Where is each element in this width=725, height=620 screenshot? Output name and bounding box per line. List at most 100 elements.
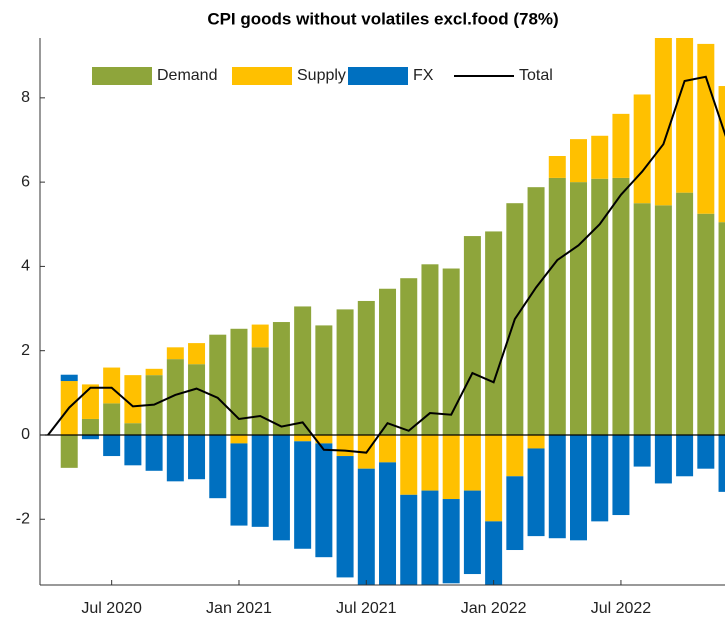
bar <box>209 334 227 435</box>
bar <box>718 222 725 435</box>
bar <box>718 86 725 223</box>
bar <box>188 343 206 365</box>
bar <box>272 322 290 435</box>
total-line <box>47 75 725 454</box>
bar <box>676 38 694 193</box>
bar <box>463 236 481 435</box>
bar <box>336 434 354 457</box>
bar <box>315 325 333 435</box>
bar <box>633 94 651 204</box>
bar <box>81 434 99 440</box>
bar <box>315 434 333 444</box>
bar <box>400 278 418 435</box>
bar <box>654 38 672 206</box>
bar <box>124 375 142 424</box>
bar <box>485 231 503 435</box>
x-tick-label: Jul 2022 <box>591 600 652 617</box>
legend-swatch <box>348 67 408 85</box>
bar <box>591 135 609 179</box>
bar <box>421 264 439 435</box>
bar <box>527 448 545 537</box>
bar <box>676 434 694 477</box>
bar <box>81 384 99 419</box>
y-tick-label: 2 <box>21 342 30 359</box>
bar <box>166 359 184 435</box>
bar <box>697 43 715 214</box>
bar <box>251 324 269 348</box>
bar <box>145 368 163 376</box>
bar <box>548 177 566 435</box>
x-tick-label: Jan 2021 <box>206 600 272 617</box>
bar <box>60 434 78 468</box>
bar <box>145 434 163 471</box>
x-tick-label: Jul 2020 <box>81 600 142 617</box>
plot-area <box>40 38 725 585</box>
bar <box>251 347 269 435</box>
legend: Demand Supply FX Total <box>92 67 553 85</box>
bar <box>591 178 609 435</box>
legend-swatch <box>92 67 152 85</box>
bar <box>230 443 248 526</box>
bar <box>633 203 651 435</box>
bar <box>188 434 206 480</box>
bar <box>400 494 418 585</box>
bar <box>81 418 99 435</box>
bar <box>230 434 248 444</box>
bar <box>442 434 460 500</box>
bar <box>379 462 397 585</box>
bar <box>506 476 524 551</box>
bar <box>676 192 694 435</box>
bar <box>421 434 439 491</box>
y-tick-label: 8 <box>21 89 30 106</box>
bar <box>463 490 481 575</box>
bar <box>124 423 142 435</box>
bar <box>103 403 121 435</box>
y-tick-label: 0 <box>21 426 30 443</box>
bar <box>654 434 672 484</box>
bar <box>570 182 587 435</box>
bar <box>654 205 672 435</box>
bar <box>527 434 545 449</box>
bar <box>697 434 715 469</box>
bar <box>336 456 354 578</box>
bar <box>166 434 184 482</box>
bar <box>527 187 545 435</box>
bar <box>272 434 290 541</box>
x-tick-label: Jul 2021 <box>336 600 397 617</box>
bar <box>379 288 397 435</box>
chart-title: CPI goods without volatiles excl.food (7… <box>207 9 558 28</box>
legend-label: Demand <box>157 67 217 84</box>
bar <box>209 434 227 499</box>
bar <box>612 434 630 516</box>
bar <box>294 306 312 435</box>
bar <box>124 434 142 466</box>
bar <box>188 364 206 435</box>
bar <box>442 499 460 584</box>
bar <box>570 434 587 541</box>
bar <box>591 434 609 522</box>
bar <box>357 300 375 435</box>
bar <box>463 434 481 491</box>
bar <box>506 434 524 477</box>
bar <box>612 177 630 435</box>
bar <box>400 434 418 495</box>
bar <box>357 468 375 585</box>
legend-swatch <box>232 67 292 85</box>
bar <box>570 139 587 183</box>
bar <box>166 347 184 360</box>
bar <box>485 434 503 522</box>
bar <box>251 434 269 527</box>
legend-label: Supply <box>297 67 346 84</box>
y-tick-label: -2 <box>16 510 30 527</box>
bar <box>315 443 333 558</box>
legend-label: Total <box>519 67 553 84</box>
bar <box>697 213 715 435</box>
bar <box>103 434 121 457</box>
bar <box>718 434 725 492</box>
y-tick-label: 6 <box>21 173 30 190</box>
bar <box>548 155 566 178</box>
bar <box>294 434 312 442</box>
bar <box>548 434 566 539</box>
legend-label: FX <box>413 67 434 84</box>
